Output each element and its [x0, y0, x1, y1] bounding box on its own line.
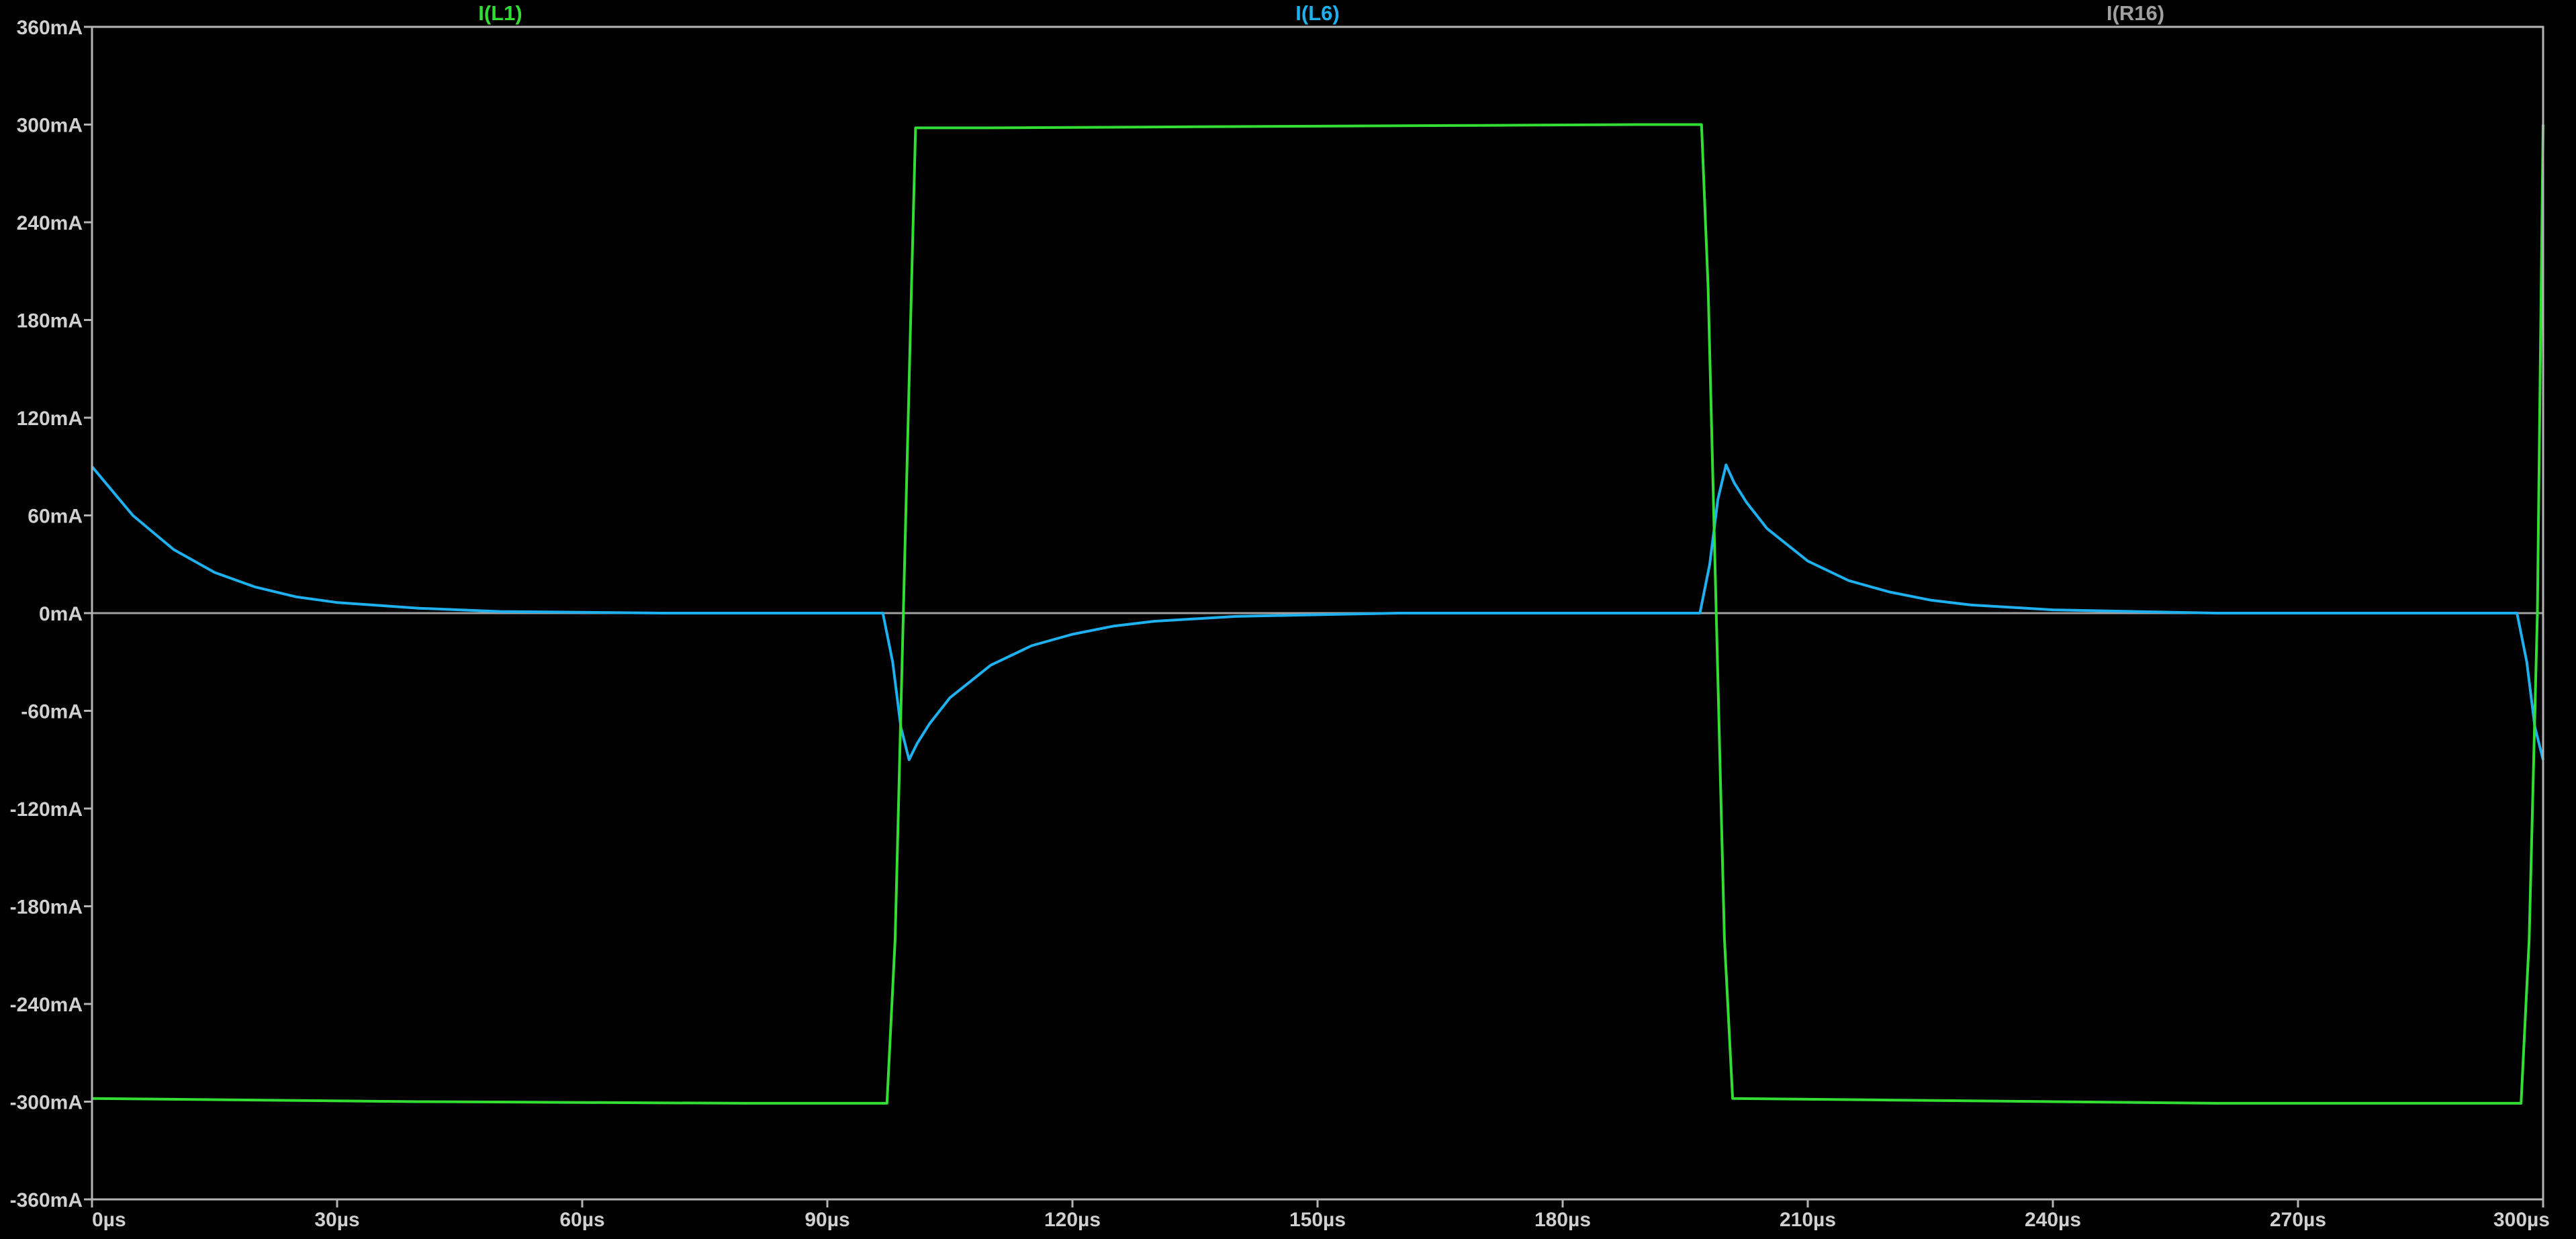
- y-tick-label: 300mA: [17, 115, 83, 137]
- y-tick-label: 180mA: [17, 310, 83, 332]
- trace-il6: [91, 463, 2544, 762]
- x-tick-label: 150µs: [1289, 1209, 1346, 1231]
- y-tick-label: -240mA: [10, 994, 83, 1016]
- y-tick-label: -60mA: [21, 701, 83, 723]
- y-tick-label: -300mA: [10, 1092, 83, 1114]
- y-tick-label: 60mA: [28, 506, 83, 528]
- y-axis-ticks: 360mA 300mA 240mA 180mA 120mA 60mA 0mA -60mA -12…: [10, 17, 92, 1211]
- legend[interactable]: I(L1) I(L6) I(R16): [478, 1, 2164, 25]
- y-tick-label: 120mA: [17, 408, 83, 430]
- x-tick-label: 90µs: [804, 1209, 849, 1231]
- legend-label-il1[interactable]: I(L1): [478, 1, 522, 25]
- x-tick-label: 120µs: [1044, 1209, 1101, 1231]
- x-tick-label: 60µs: [559, 1209, 604, 1231]
- x-tick-label: 0µs: [92, 1209, 126, 1231]
- legend-label-ir16[interactable]: I(R16): [2107, 1, 2164, 25]
- y-tick-label: -360mA: [10, 1189, 83, 1211]
- y-tick-label: 360mA: [17, 17, 83, 39]
- y-tick-label: -180mA: [10, 897, 83, 919]
- y-tick-label: 240mA: [17, 212, 83, 234]
- trace-il1: [91, 123, 2544, 1105]
- legend-label-il6[interactable]: I(L6): [1295, 1, 1339, 25]
- traces: [91, 123, 2544, 1105]
- x-tick-label: 180µs: [1534, 1209, 1591, 1231]
- x-tick-label: 30µs: [314, 1209, 359, 1231]
- x-tick-label: 300µs: [2493, 1209, 2550, 1231]
- y-tick-label: 0mA: [39, 603, 83, 625]
- x-tick-label: 210µs: [1780, 1209, 1836, 1231]
- y-tick-label: -120mA: [10, 798, 83, 821]
- x-tick-label: 270µs: [2270, 1209, 2326, 1231]
- x-tick-label: 240µs: [2025, 1209, 2081, 1231]
- x-axis-ticks: 0µs 30µs 60µs 90µs 120µs 150µs 180µs 210µs 240µs…: [91, 1199, 2550, 1231]
